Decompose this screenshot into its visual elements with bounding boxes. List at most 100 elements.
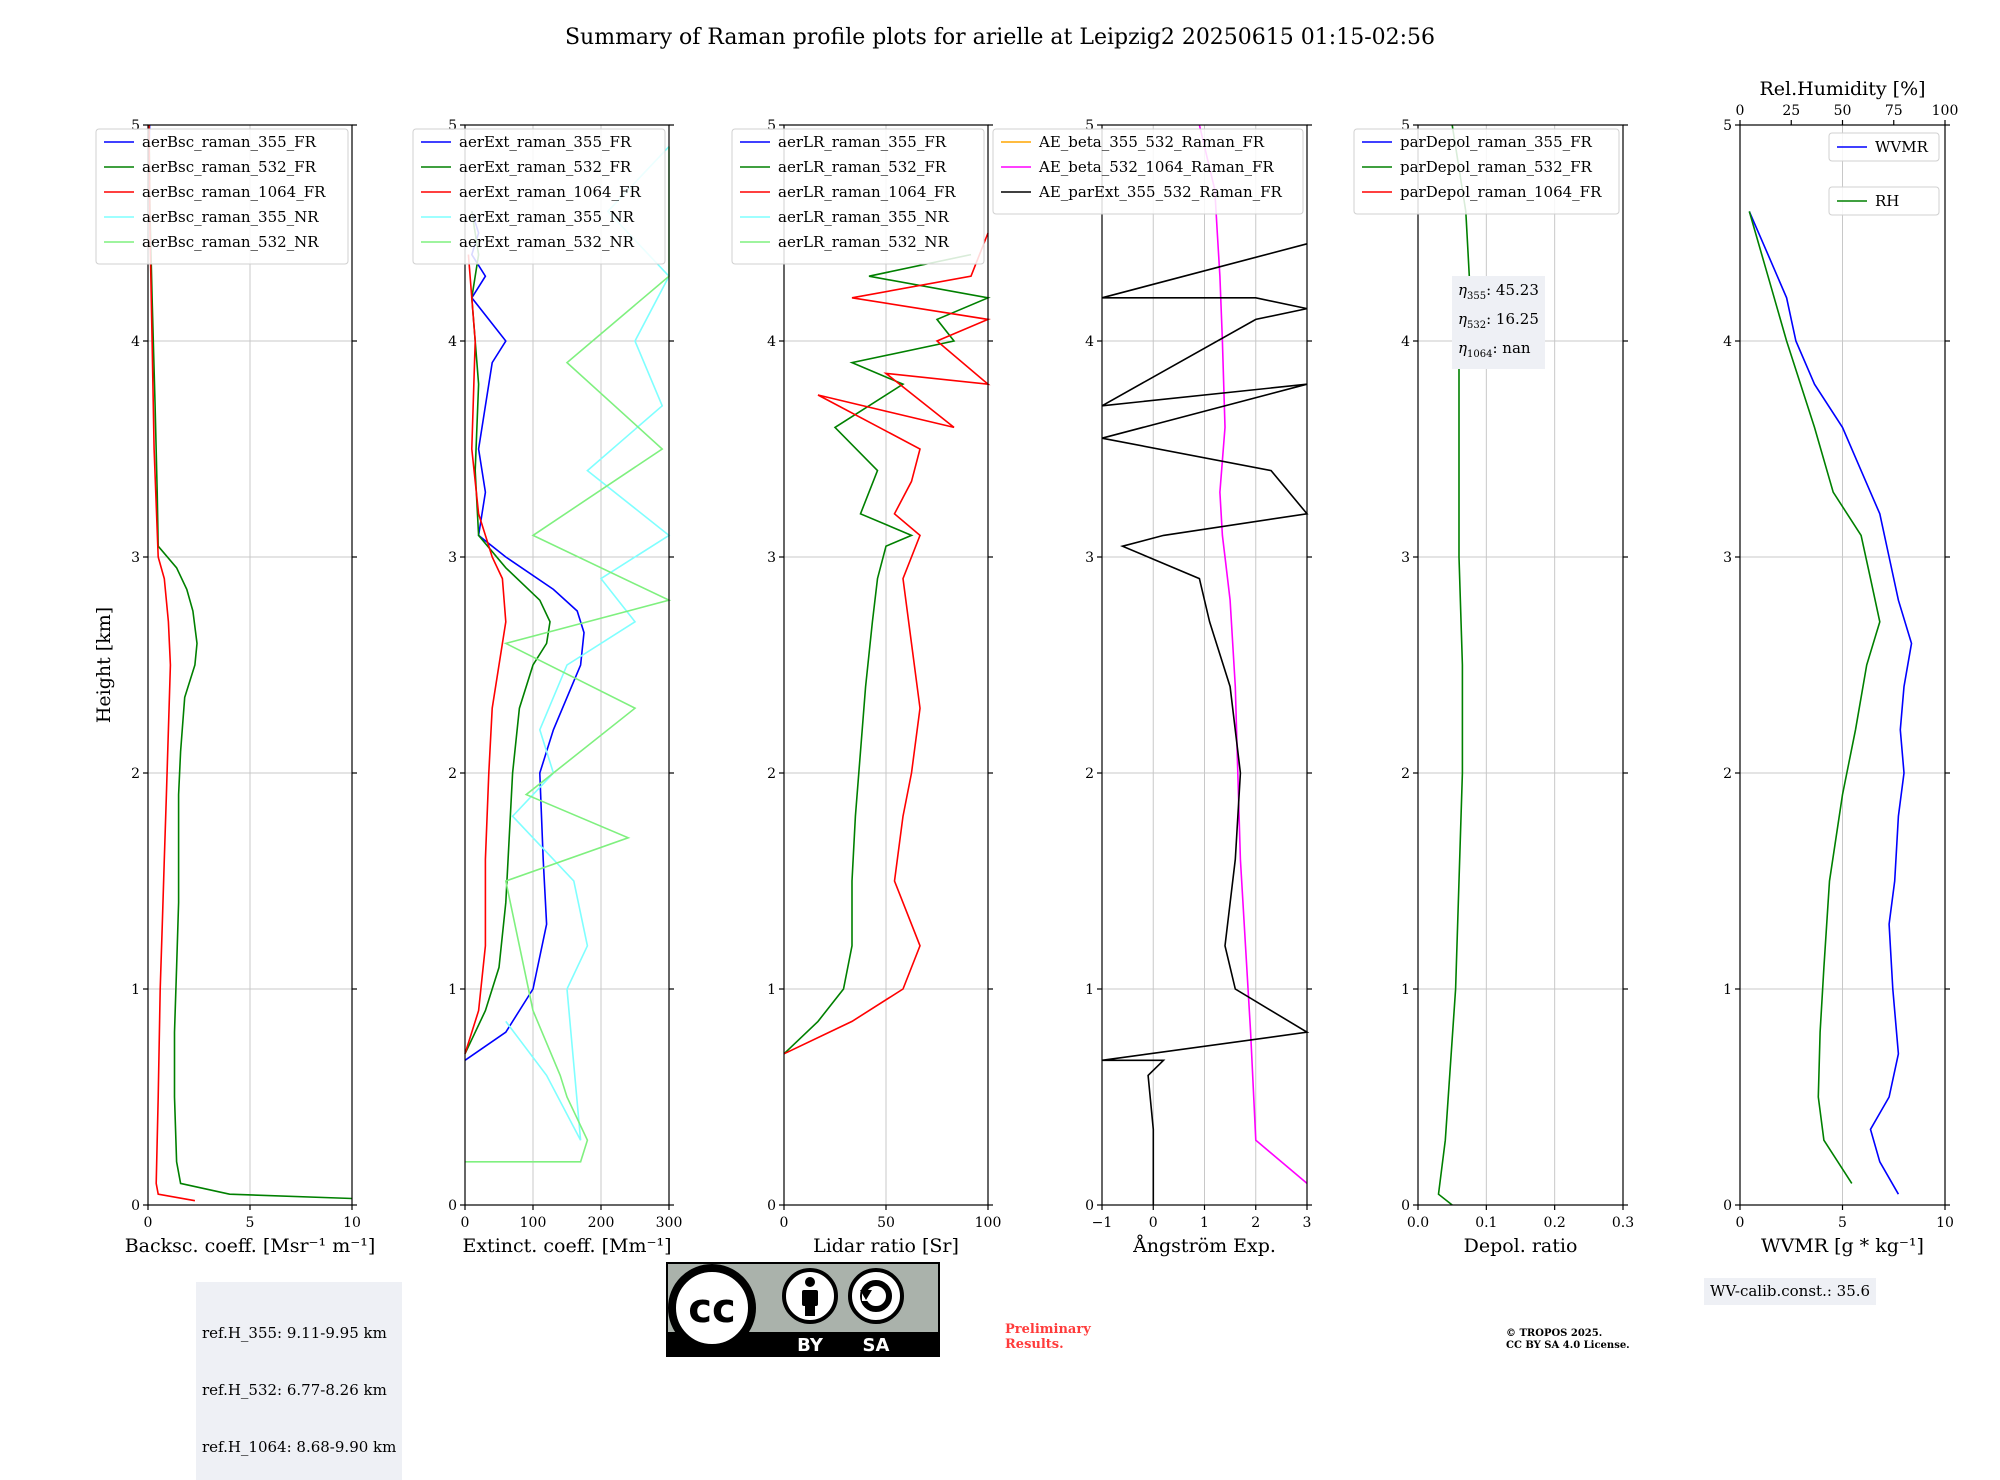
y-tick-label: 1: [1085, 982, 1094, 998]
legend-entry: RH: [1875, 192, 1899, 210]
x-tick-label: 1: [1200, 1215, 1209, 1231]
y-tick-label: 0: [767, 1198, 776, 1214]
y-tick-label: 2: [1085, 766, 1094, 782]
legend-box: [1828, 186, 1940, 216]
series-line-aerbsc-raman-1064-fr: [148, 124, 196, 1202]
y-tick-label: 1: [767, 982, 776, 998]
series-line-aerext-raman-532-nr: [465, 146, 672, 1163]
legend-box: [412, 128, 666, 265]
cc-by-sa-logo: cc BY SA: [666, 1262, 940, 1357]
legend-entry: aerExt_raman_355_FR: [459, 133, 632, 151]
panel-3: 0 50 100 0 1 2 3 4 5 Lidar ratio [Sr] aerLR_raman_…: [731, 118, 1002, 1257]
eta-box: η355: 45.23 η532: 16.25 η1064: nan: [1452, 276, 1545, 369]
legend-entry: parDepol_raman_532_FR: [1400, 158, 1593, 176]
series-line-pardepol-raman-532-fr: [1437, 124, 1471, 1206]
legend-entry: aerBsc_raman_355_FR: [142, 133, 317, 151]
legend-entry: aerBsc_raman_532_NR: [142, 233, 319, 251]
x-tick-label: 0: [780, 1215, 789, 1231]
panel-2: 0 100 200 300 0 1 2 3 4 5 Extinct. coeff. [Mm⁻¹] ae…: [412, 118, 683, 1257]
svg-text:SA: SA: [863, 1335, 890, 1356]
series-line-aerext-raman-532-fr: [464, 211, 551, 1055]
legend-box: [1353, 128, 1620, 215]
series-line-aerbsc-raman-532-fr: [148, 124, 353, 1200]
x-tick-label: 5: [1838, 1215, 1847, 1231]
preliminary-note: Preliminary Results.: [1005, 1322, 1091, 1352]
axes-frame: [464, 124, 670, 1206]
y-tick-label: 1: [1723, 982, 1732, 998]
axes-frame: [1417, 124, 1624, 1206]
legend-entry: aerLR_raman_532_NR: [778, 233, 949, 251]
legend-entry: aerExt_raman_1064_FR: [459, 183, 641, 201]
x-tick-label: 100: [520, 1215, 547, 1231]
series-line-wvmr: [1748, 211, 1913, 1195]
x-tick-label: 0: [144, 1215, 153, 1231]
y-tick-label: 1: [131, 982, 140, 998]
y-tick-label: 1: [1401, 982, 1410, 998]
series-line-aerext-raman-355-fr: [464, 211, 585, 1061]
x-tick-label: 100: [975, 1215, 1002, 1231]
x-axis-label: WVMR [g * kg⁻¹]: [1761, 1235, 1924, 1257]
ref-height-355: ref.H_355: 9.11-9.95 km: [202, 1324, 387, 1342]
y-tick-label: 2: [131, 766, 140, 782]
eta-355: η355: 45.23: [1458, 281, 1539, 302]
legend-entry: parDepol_raman_355_FR: [1400, 133, 1593, 151]
legend-entry: AE_beta_532_1064_Raman_FR: [1038, 158, 1274, 176]
legend-box: [1828, 132, 1940, 162]
y-tick-label: 0: [1723, 1198, 1732, 1214]
x-axis-label: Backsc. coeff. [Msr⁻¹ m⁻¹]: [125, 1235, 376, 1257]
x-tick-label: −1: [1092, 1215, 1113, 1231]
y-tick-label: 4: [448, 334, 457, 350]
x-tick-label: 2: [1251, 1215, 1260, 1231]
series-line-aerext-raman-355-nr: [505, 146, 671, 1141]
cc-circle-icon: [668, 1264, 756, 1352]
y-tick-label: 0: [131, 1198, 140, 1214]
eta-532: η532: 16.25: [1458, 310, 1539, 331]
y-tick-label: 3: [1723, 550, 1732, 566]
series-line-rh: [1748, 211, 1881, 1184]
series-line-aerlr-raman-532-fr: [783, 253, 991, 1055]
legend-box: [992, 128, 1304, 215]
y-tick-label: 3: [131, 550, 140, 566]
series-line-ae-beta-532-1064-raman-fr: [1198, 124, 1308, 1185]
legend-entry: aerLR_raman_355_NR: [778, 208, 949, 226]
y-tick-label: 5: [448, 118, 457, 134]
y-tick-label: 5: [1723, 118, 1732, 134]
x2-axis-label: Rel.Humidity [%]: [1759, 78, 1925, 100]
x-axis-label: Lidar ratio [Sr]: [813, 1235, 959, 1257]
x-tick-label: 0: [461, 1215, 470, 1231]
x2-tick-label: 25: [1782, 103, 1800, 119]
copyright-note: © TROPOS 2025. CC BY SA 4.0 License.: [1506, 1328, 1630, 1351]
svg-text:BY: BY: [797, 1335, 824, 1356]
legend-entry: parDepol_raman_1064_FR: [1400, 183, 1602, 201]
legend-entry: WVMR: [1875, 138, 1929, 156]
x-tick-label: 0.3: [1612, 1215, 1634, 1231]
x-tick-label: 10: [1936, 1215, 1954, 1231]
x-tick-label: 0: [1149, 1215, 1158, 1231]
y-tick-label: 2: [767, 766, 776, 782]
share-alike-icon: [848, 1268, 904, 1324]
y-tick-label: 3: [767, 550, 776, 566]
legend-entry: aerBsc_raman_355_NR: [142, 208, 319, 226]
x2-tick-label: 75: [1885, 103, 1903, 119]
legend-entry: AE_beta_355_532_Raman_FR: [1038, 133, 1265, 151]
series-line-aerext-raman-1064-fr: [464, 254, 507, 1055]
y-tick-label: 2: [1401, 766, 1410, 782]
y-tick-label: 3: [1401, 550, 1410, 566]
panel-5: 0.0 0.1 0.2 0.3 0 1 2 3 4 5 Depol. ratio parDepol_r…: [1353, 118, 1634, 1257]
y-tick-label: 4: [767, 334, 776, 350]
legend-entry: aerExt_raman_532_NR: [459, 233, 635, 251]
y-tick-label: 5: [1085, 118, 1094, 134]
y-tick-label: 4: [131, 334, 140, 350]
x-axis-label: Extinct. coeff. [Mm⁻¹]: [462, 1235, 671, 1257]
x-tick-label: 0: [1736, 1215, 1745, 1231]
y-tick-label: 2: [1723, 766, 1732, 782]
y-tick-label: 0: [448, 1198, 457, 1214]
x-tick-label: 10: [343, 1215, 361, 1231]
y-tick-label: 0: [1085, 1198, 1094, 1214]
x-tick-label: 5: [246, 1215, 255, 1231]
legend-entry: aerExt_raman_532_FR: [459, 158, 632, 176]
x-tick-label: 300: [656, 1215, 683, 1231]
y-tick-label: 3: [448, 550, 457, 566]
x-tick-label: 0.2: [1544, 1215, 1566, 1231]
